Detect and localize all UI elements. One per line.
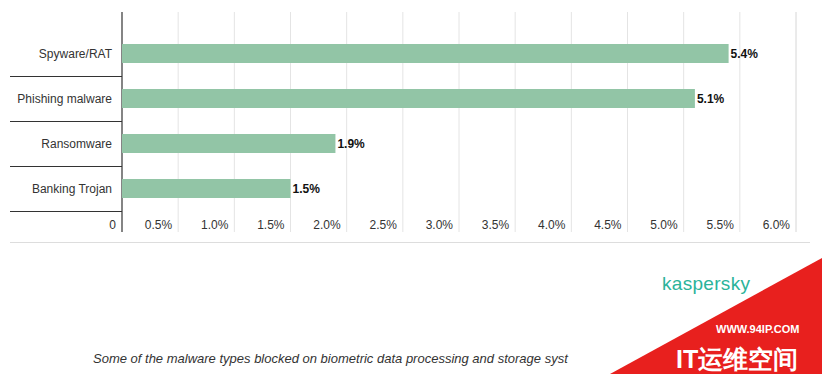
grid-line <box>739 12 740 232</box>
caption: Some of the malware types blocked on bio… <box>93 351 569 366</box>
tick-label: 2.0% <box>313 218 341 232</box>
category-separator <box>10 211 122 212</box>
category-label: Spyware/RAT <box>39 47 113 61</box>
watermark-text: IT运维空间 <box>676 345 798 373</box>
tick-label: 2.5% <box>369 218 397 232</box>
category-label: Banking Trojan <box>32 182 112 196</box>
bar <box>122 89 695 108</box>
watermark-shape <box>610 258 822 374</box>
data-label: 5.4% <box>731 47 759 61</box>
tick-label: 0 <box>109 218 116 232</box>
bar <box>122 134 335 153</box>
tick-label: 1.0% <box>201 218 229 232</box>
bars <box>122 44 729 198</box>
tick-label: 4.0% <box>538 218 566 232</box>
category-separator <box>10 76 122 77</box>
tick-label: 4.5% <box>594 218 622 232</box>
tick-label: 3.0% <box>426 218 454 232</box>
grid-line <box>796 12 797 232</box>
tick-label: 5.0% <box>650 218 678 232</box>
bar <box>122 44 729 63</box>
baseline <box>10 242 810 243</box>
bar <box>122 179 291 198</box>
data-label: 5.1% <box>697 92 725 106</box>
tick-label: 1.5% <box>257 218 285 232</box>
tick-label: 0.5% <box>145 218 173 232</box>
tick-label: 3.5% <box>482 218 510 232</box>
axis-end <box>796 12 797 232</box>
tick-label: 6.0% <box>763 218 791 232</box>
tick-label: 5.5% <box>706 218 734 232</box>
category-separator <box>10 166 122 167</box>
data-label: 1.5% <box>293 182 321 196</box>
data-label: 1.9% <box>337 137 365 151</box>
category-label: Phishing malware <box>17 92 112 106</box>
watermark-url: WWW.94IP.COM <box>716 323 800 335</box>
logo: kaspersky <box>662 273 750 294</box>
category-label: Ransomware <box>41 137 112 151</box>
chart: 0 0.5% 1.0% 1.5% 2.0% 2.5% 3.0% 3.5% 4.0% 4.5% 5.0… <box>0 0 822 374</box>
category-separator <box>10 121 122 122</box>
